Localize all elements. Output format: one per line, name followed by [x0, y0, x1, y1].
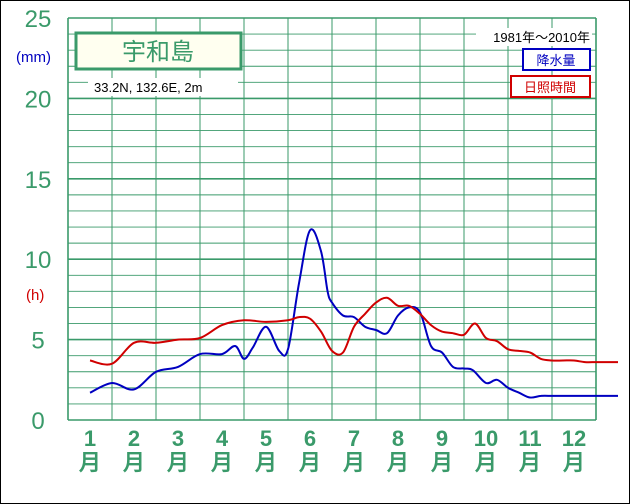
- x-tick-label: 5: [260, 426, 272, 451]
- x-tick-label: 2: [128, 426, 140, 451]
- y-tick-label: 5: [31, 328, 44, 355]
- x-tick-label: 12: [562, 426, 586, 451]
- precipitation-line: [89, 228, 618, 399]
- x-tick-suffix: 月: [562, 450, 585, 475]
- x-tick-label: 4: [216, 426, 229, 451]
- x-tick-label: 10: [474, 426, 498, 451]
- legend-sunshine-label: 日照時間: [524, 81, 576, 96]
- y-tick-label: 15: [25, 167, 52, 194]
- location-bg: [88, 78, 238, 96]
- y-tick-label: 10: [25, 247, 52, 274]
- x-tick-suffix: 月: [166, 450, 189, 475]
- x-tick-suffix: 月: [122, 450, 145, 475]
- x-tick-suffix: 月: [386, 450, 409, 475]
- x-tick-label: 7: [348, 426, 360, 451]
- title-box: [74, 31, 243, 71]
- x-tick-suffix: 月: [254, 450, 277, 475]
- chart-grid: [67, 17, 597, 421]
- x-tick-label: 9: [436, 426, 448, 451]
- data-lines: [89, 228, 618, 399]
- x-tick-label: 11: [518, 426, 541, 451]
- x-tick-label: 1: [84, 426, 96, 451]
- x-tick-suffix: 月: [430, 450, 453, 475]
- x-tick-suffix: 月: [210, 450, 233, 475]
- x-tick-suffix: 月: [298, 450, 321, 475]
- y-tick-label: 25: [25, 6, 52, 33]
- chart-title: 宇和島: [122, 38, 194, 66]
- precip-unit-label: (mm): [16, 49, 51, 66]
- x-tick-label: 3: [172, 426, 184, 451]
- legend-precip-label: 降水量: [536, 54, 575, 69]
- y-axis-ticks: 25 20 15 10 5 0: [25, 6, 52, 435]
- legend-precip-box: [522, 48, 591, 71]
- x-tick-suffix: 月: [518, 450, 541, 475]
- y-tick-label: 20: [25, 86, 52, 113]
- x-tick-suffix: 月: [78, 450, 101, 475]
- legend-sunshine-box: [510, 75, 591, 98]
- x-tick-suffix: 月: [342, 450, 365, 475]
- sunshine-unit-label: (h): [26, 287, 44, 304]
- x-tick-label: 8: [392, 426, 404, 451]
- period-bg: [476, 28, 592, 46]
- x-tick-label: 6: [304, 426, 316, 451]
- location-label: 33.2N, 132.6E, 2m: [94, 80, 202, 95]
- x-tick-suffix: 月: [474, 450, 497, 475]
- y-tick-label: 0: [31, 408, 44, 435]
- period-label: 1981年〜2010年: [493, 30, 590, 45]
- sunshine-line: [89, 296, 618, 366]
